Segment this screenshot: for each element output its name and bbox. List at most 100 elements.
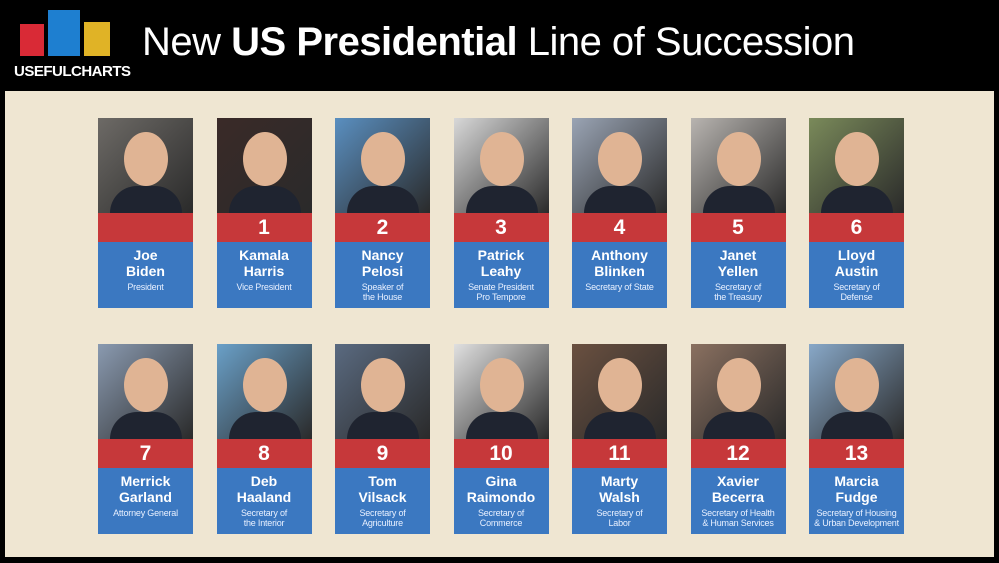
succession-number	[98, 213, 193, 242]
photo-body	[110, 412, 182, 439]
person-info: Tom Vilsack Secretary of Agriculture	[335, 468, 430, 534]
first-name: Xavier	[716, 473, 760, 489]
person-card: 7 Merrick Garland Attorney General	[98, 344, 193, 534]
usefulcharts-logo: USEFULCHARTS	[14, 10, 131, 82]
succession-number: 3	[453, 213, 549, 242]
role-line-1: Secretary of	[714, 282, 762, 292]
succession-number: 5	[690, 213, 786, 242]
logo-bar-red	[20, 24, 44, 56]
person-info: Merrick Garland Attorney General	[98, 468, 193, 534]
photo-head	[598, 358, 642, 412]
succession-number: 4	[572, 213, 667, 242]
last-name: Garland	[119, 489, 172, 505]
last-name: Leahy	[480, 263, 522, 279]
photo-body	[347, 186, 419, 213]
role-line-1: Secretary of	[477, 508, 525, 518]
person-photo	[98, 344, 193, 439]
first-name: Joe	[133, 247, 158, 263]
last-name: Pelosi	[361, 263, 404, 279]
first-name: Tom	[368, 473, 397, 489]
first-name: Merrick	[120, 473, 171, 489]
photo-head	[479, 132, 524, 186]
role: Secretary of Housing & Urban Development	[809, 508, 904, 528]
first-name: Janet	[719, 247, 757, 263]
photo-body	[702, 412, 775, 439]
role-line-2: Defense	[840, 292, 873, 302]
first-name: Deb	[250, 473, 278, 489]
title-post: Line of Succession	[517, 20, 855, 64]
photo-head	[835, 358, 879, 412]
photo-head	[124, 358, 168, 412]
page-title: New US Presidential Line of Succession	[142, 18, 972, 66]
last-name: Walsh	[599, 489, 640, 505]
photo-body	[584, 186, 656, 213]
logo-text: USEFULCHARTS	[14, 63, 131, 80]
succession-number: 2	[335, 213, 430, 242]
person-card: 13 Marcia Fudge Secretary of Housing & Ur…	[809, 344, 904, 534]
role-line-1: Secretary of	[596, 508, 643, 518]
last-name: Haaland	[236, 489, 292, 505]
last-name: Vilsack	[358, 489, 407, 505]
role-line-2: Pro Tempore	[476, 292, 526, 302]
photo-body	[110, 186, 182, 213]
succession-number: 8	[216, 439, 312, 468]
role-line-2: the Interior	[243, 518, 285, 528]
person-info: Anthony Blinken Secretary of State	[572, 242, 667, 308]
succession-number: 12	[690, 439, 786, 468]
role-line-1: Vice President	[236, 282, 292, 292]
role-line-2: the Treasury	[714, 292, 762, 302]
title-pre: New	[142, 20, 232, 64]
photo-body	[465, 186, 538, 213]
role-line-2: the House	[362, 292, 403, 302]
photo-head	[479, 358, 524, 412]
person-photo	[809, 118, 904, 213]
person-photo	[335, 118, 430, 213]
role: Secretary of the Treasury	[691, 282, 786, 302]
role: Vice President	[217, 282, 312, 292]
person-photo	[98, 118, 193, 213]
photo-body	[821, 412, 893, 439]
last-name: Biden	[126, 263, 165, 279]
role-line-1: Speaker of	[361, 282, 404, 292]
succession-number: 13	[809, 439, 904, 468]
role: Secretary of Commerce	[454, 508, 549, 528]
last-name: Yellen	[717, 263, 759, 279]
person-card: 3 Patrick Leahy Senate President Pro Temp…	[453, 118, 549, 308]
role-line-1: President	[127, 282, 164, 292]
person-card: Joe Biden President	[98, 118, 193, 308]
role-line-1: Secretary of	[359, 508, 406, 518]
logo-bar-blue	[48, 10, 80, 56]
person-card: 1 Kamala Harris Vice President	[216, 118, 312, 308]
photo-body	[465, 412, 538, 439]
photo-head	[716, 132, 761, 186]
succession-number: 11	[572, 439, 667, 468]
person-card: 9 Tom Vilsack Secretary of Agriculture	[335, 344, 430, 534]
role: Secretary of State	[572, 282, 667, 292]
succession-number: 1	[216, 213, 312, 242]
photo-body	[584, 412, 656, 439]
role-line-1: Secretary of Health	[701, 508, 775, 518]
last-name: Blinken	[594, 263, 645, 279]
role-line-2: Commerce	[479, 518, 523, 528]
last-name: Fudge	[835, 489, 878, 505]
first-name: Marcia	[834, 473, 879, 489]
photo-head	[716, 358, 761, 412]
photo-body	[228, 412, 301, 439]
person-info: Kamala Harris Vice President	[216, 242, 312, 308]
photo-body	[347, 412, 419, 439]
last-name: Harris	[243, 263, 285, 279]
role-line-1: Senate President	[468, 282, 534, 292]
succession-number: 7	[98, 439, 193, 468]
person-card: 12 Xavier Becerra Secretary of Health & H…	[690, 344, 786, 534]
photo-head	[242, 358, 287, 412]
person-info: Janet Yellen Secretary of the Treasury	[690, 242, 786, 308]
role-line-1: Secretary of	[833, 282, 880, 292]
person-info: Deb Haaland Secretary of the Interior	[216, 468, 312, 534]
person-card: 4 Anthony Blinken Secretary of State	[572, 118, 667, 308]
role: President	[98, 282, 193, 292]
person-card: 6 Lloyd Austin Secretary of Defense	[809, 118, 904, 308]
person-photo	[335, 344, 430, 439]
person-info: Gina Raimondo Secretary of Commerce	[453, 468, 549, 534]
first-name: Marty	[600, 473, 639, 489]
photo-head	[835, 132, 879, 186]
